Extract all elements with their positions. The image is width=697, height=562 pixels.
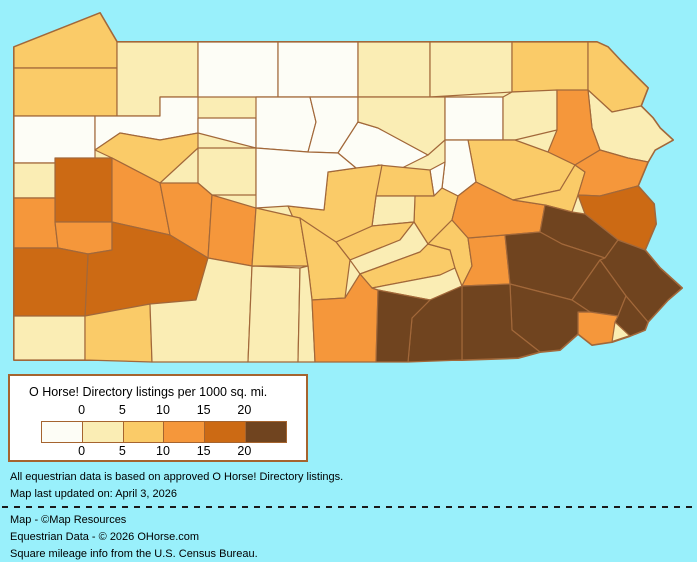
county-bedford [247,265,301,363]
legend-swatch-b2 [122,422,164,442]
county-cambria [207,194,257,267]
legend-tick: 15 [196,444,211,458]
county-snyder [371,195,416,227]
county-tioga [357,41,431,98]
county-greene [13,315,86,361]
county-washington [13,247,89,317]
county-elk [255,96,317,153]
county-butler [54,157,113,223]
county-jefferson [197,147,257,196]
footnote-last-updated: Map last updated on: April 3, 2026 [10,488,177,500]
credit-equestrian-data: Equestrian Data - © 2026 OHorse.com [10,531,200,543]
legend-box: O Horse! Directory listings per 1000 sq.… [8,374,308,462]
legend-tick: 5 [118,444,126,458]
legend-swatch-b5 [245,422,286,442]
legend-tick: 20 [237,444,252,458]
legend-swatch-b3 [163,422,205,442]
legend-tick: 0 [78,403,86,417]
legend-swatch-b1 [81,422,123,442]
legend-tick: 20 [237,403,252,417]
legend-swatch-b0 [42,422,82,442]
legend-tick: 15 [196,403,211,417]
county-delaware [577,311,619,346]
county-clearfield [255,147,357,211]
county-crawford [13,67,118,117]
county-adams [375,289,431,363]
legend-tick: 10 [156,403,170,417]
county-potter [277,41,359,98]
county-union [375,164,435,197]
county-erie [13,12,118,69]
county-susquehanna [511,41,589,93]
legend-swatch-b4 [204,422,246,442]
legend-tick: 5 [118,403,126,417]
legend-tick: 10 [156,444,170,458]
county-sullivan [444,96,504,141]
county-wyoming [502,89,558,141]
credit-square-mileage: Square mileage info from the U.S. Census… [10,548,258,560]
credit-map: Map - ©Map Resources [10,514,127,526]
county-lawrence [13,162,56,199]
pa-county-map-svg [13,12,683,363]
county-mckean [197,41,279,98]
county-beaver [13,197,59,249]
legend-title: O Horse! Directory listings per 1000 sq.… [29,385,268,399]
footnote-data-source: All equestrian data is based on approved… [10,471,344,483]
dashed-divider [2,506,695,508]
pa-county-map [13,12,683,363]
county-bradford [429,41,513,98]
legend-tick: 0 [78,444,86,458]
county-mercer [13,115,96,164]
legend-color-ramp [41,421,287,443]
county-bucks [599,239,683,323]
